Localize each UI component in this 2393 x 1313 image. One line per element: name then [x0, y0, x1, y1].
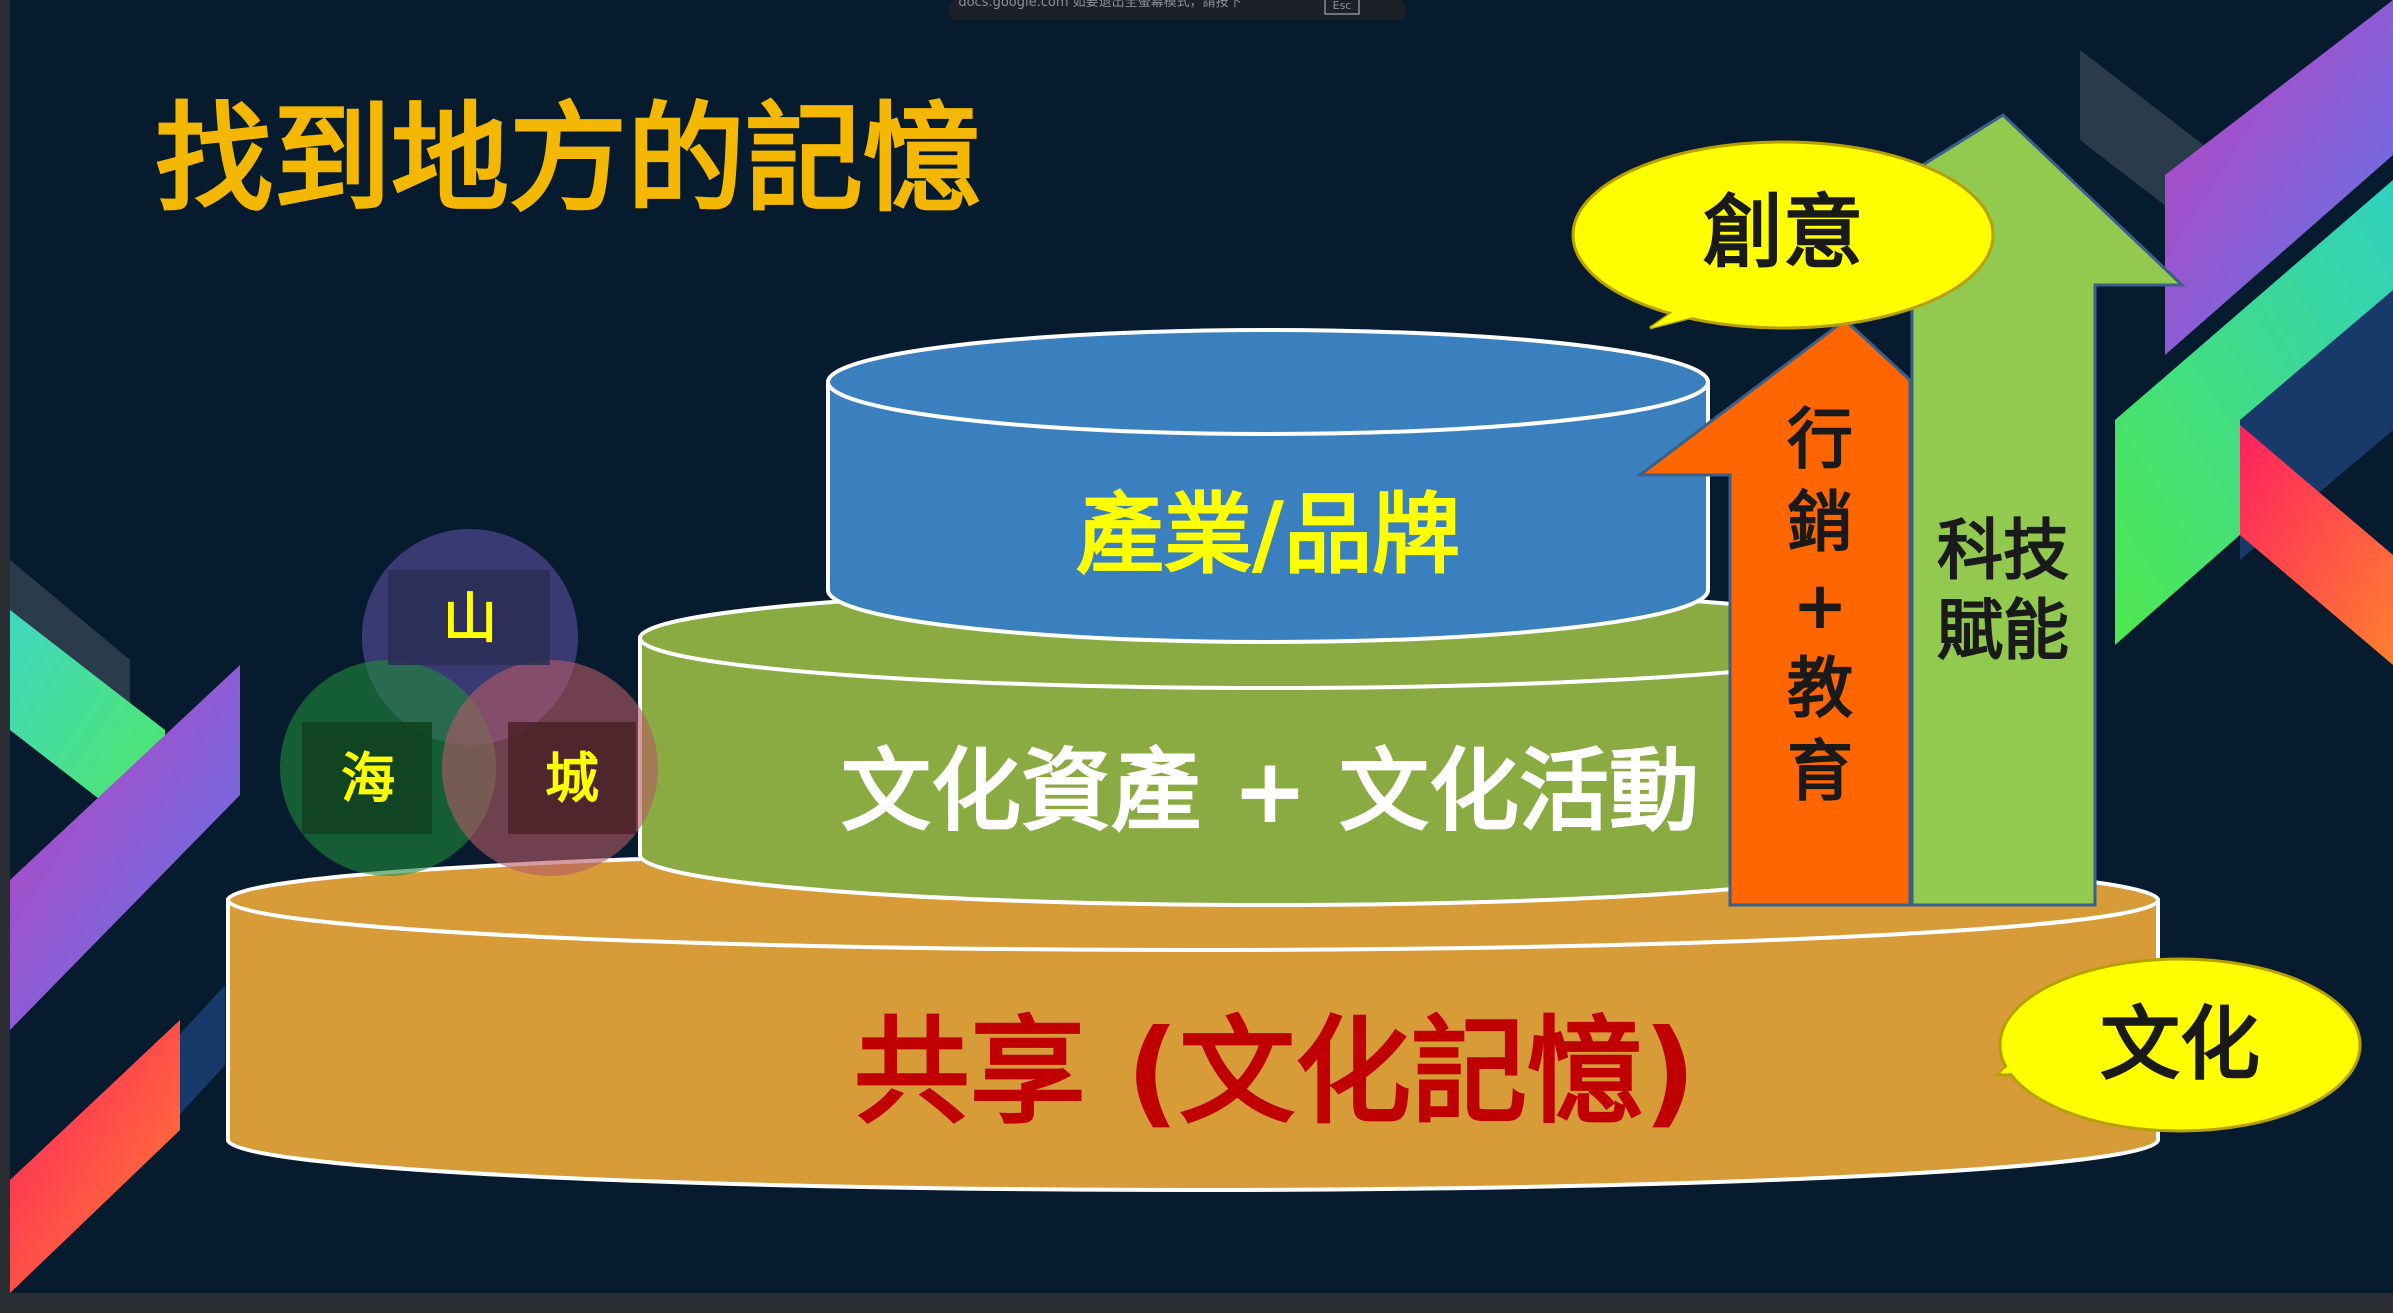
arrow-text-line: 育 [1787, 733, 1853, 810]
bottom-tier-label: 共享 (文化記憶) [854, 1005, 1696, 1140]
arrow-text-line: 科技 [1937, 512, 2069, 589]
marketing-education-arrow: 行 銷 + 教 育 [1635, 318, 1912, 907]
right-decoration [2080, 0, 2393, 665]
sea-label: 海 [341, 747, 395, 810]
left-decoration [10, 560, 240, 1293]
city-label: 城 [545, 747, 599, 810]
top-tier-label: 產業/品牌 [1076, 483, 1460, 586]
esc-key-label: Esc [1333, 0, 1352, 12]
middle-tier-label: 文化資產 + 文化活動 [841, 739, 1699, 844]
arrow-text-line: 賦能 [1937, 592, 2069, 669]
bottom-tier: 共享 (文化記憶) [226, 848, 2160, 1192]
arrow-text-line: + [1792, 567, 1847, 644]
arrow-text-line: 行 [1787, 401, 1853, 478]
culture-label: 文化 [2100, 998, 2260, 1091]
arrow-text-line: 教 [1787, 650, 1853, 727]
slide-title: 找到地方的記憶 [155, 90, 981, 228]
culture-callout: 文化 [1994, 957, 2362, 1133]
arrow-text-line: 銷 [1787, 484, 1853, 561]
place-circles: 山 海 城 [280, 529, 658, 876]
svg-text:docs.google.com 如要退出全螢幕模式，請按下: docs.google.com 如要退出全螢幕模式，請按下 [958, 0, 1241, 10]
creativity-callout: 創意 [1571, 140, 1995, 330]
fullscreen-notice: docs.google.com 如要退出全螢幕模式，請按下 Esc [950, 0, 1405, 20]
top-tier: 產業/品牌 [826, 328, 1710, 644]
creativity-label: 創意 [1703, 186, 1863, 279]
mountain-label: 山 [443, 587, 497, 650]
